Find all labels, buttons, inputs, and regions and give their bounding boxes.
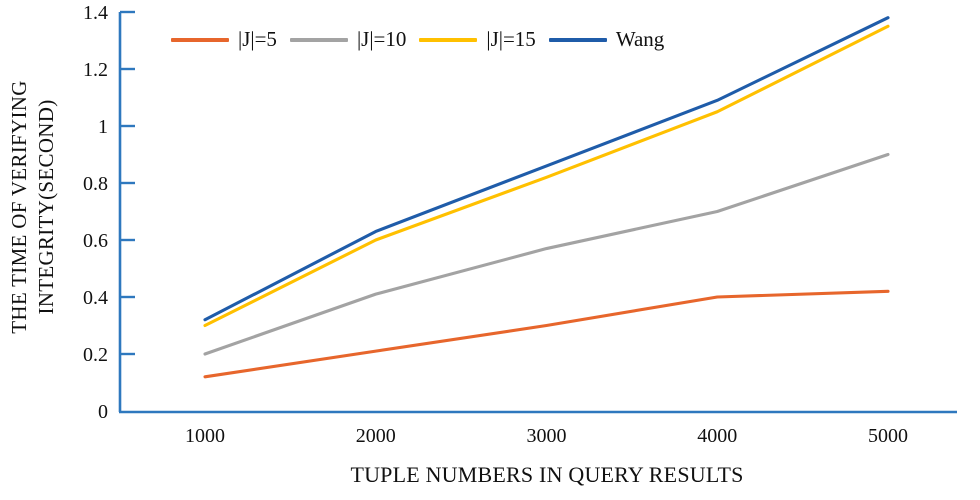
series-line-j10 [203,152,890,356]
x-tick-label: 5000 [868,425,908,447]
x-axis-title: TUPLE NUMBERS IN QUERY RESULTS [350,462,744,487]
y-tick-label: 0.6 [83,230,108,252]
series-line-j5 [203,289,890,379]
legend-label-j10: |J|=10 [356,27,407,51]
legend-swatch-wang [548,37,607,42]
legend-swatch-j15 [419,37,478,42]
legend-label-wang: Wang [615,27,665,51]
x-tick-label: 4000 [697,425,737,447]
legend-item-j15: |J|=15 [419,27,536,52]
series-line-wang [203,16,890,322]
y-axis-title-line1: THE TIME OF VERIFYING [7,80,31,334]
series-line-j15 [203,24,890,328]
y-tick-label: 1.4 [83,2,108,24]
legend-item-j5: |J|=5 [171,27,277,52]
legend-item-wang: Wang [548,27,665,52]
y-tick-label: 1 [98,116,108,138]
y-tick-label: 0.4 [83,287,108,309]
chart-legend: |J|=5 |J|=10 |J|=15 Wang [171,27,664,52]
x-tick-label: 1000 [185,425,225,447]
y-tick-label: 1.2 [83,59,108,81]
y-axis-title: THE TIME OF VERIFYING INTEGRITY(SECOND) [6,2,60,412]
y-tick-label: 0.2 [83,344,108,366]
x-tick-label: 3000 [527,425,567,447]
y-axis-title-line2: INTEGRITY(SECOND) [34,99,58,315]
y-tick-label: 0 [98,401,108,423]
y-tick-label: 0.8 [83,173,108,195]
legend-item-j10: |J|=10 [289,27,407,52]
legend-label-j15: |J|=15 [486,27,536,51]
legend-swatch-j10 [289,37,348,42]
legend-label-j5: |J|=5 [238,27,277,51]
x-tick-label: 2000 [356,425,396,447]
legend-swatch-j5 [171,37,229,42]
